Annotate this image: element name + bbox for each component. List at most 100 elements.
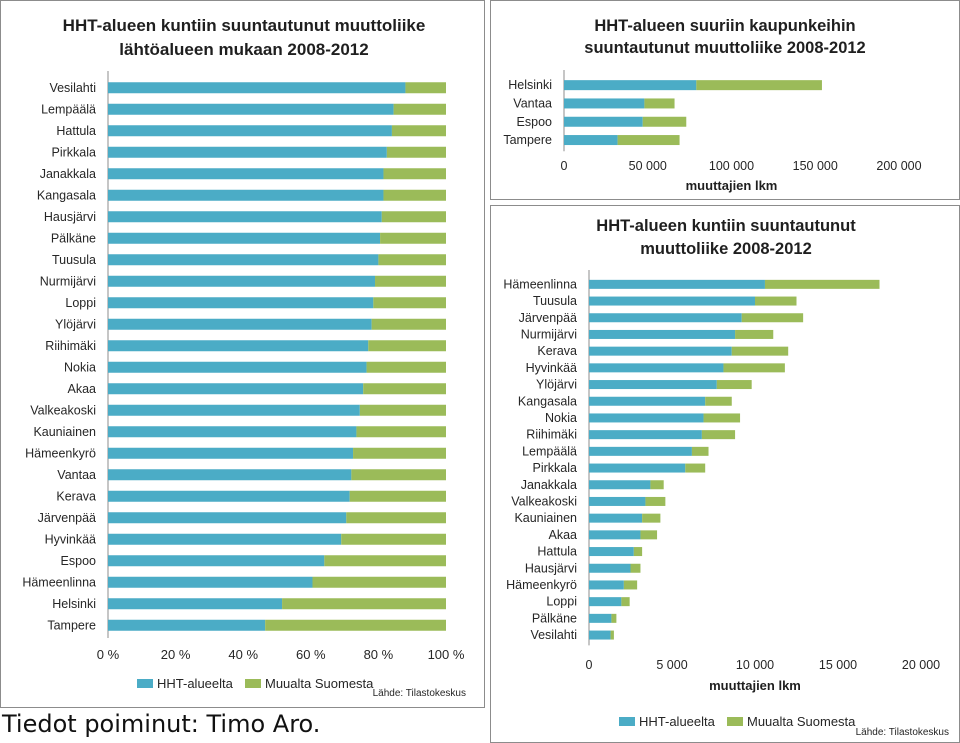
bar-muualta-akaa xyxy=(640,530,658,540)
bar-hht-helsinki xyxy=(108,598,283,610)
category-label-riihimaki: Riihimäki xyxy=(45,339,96,353)
x-tick-label-3: 15 000 xyxy=(819,658,857,672)
legend-swatch-muualta xyxy=(727,717,743,726)
x-axis-label: muuttajien lkm xyxy=(709,678,801,693)
bar-hht-kauniainen xyxy=(108,426,357,438)
category-label-ylojarvi: Ylöjärvi xyxy=(55,317,96,331)
category-label-kangasala: Kangasala xyxy=(518,394,577,408)
bar-hht-vesilahti xyxy=(108,82,406,94)
bar-hht-helsinki xyxy=(564,80,697,91)
bar-hht-kangasala xyxy=(108,189,384,201)
category-label-hameenkyro: Hämeenkyrö xyxy=(506,578,577,592)
category-label-vantaa: Vantaa xyxy=(513,96,552,110)
x-tick-label-3: 150 000 xyxy=(793,159,838,173)
category-label-kerava: Kerava xyxy=(56,489,96,503)
bar-hht-janakkala xyxy=(108,168,384,180)
category-label-akaa: Akaa xyxy=(549,528,578,542)
category-label-nurmijarvi: Nurmijärvi xyxy=(40,274,96,288)
legend-label-muualta: Muualta Suomesta xyxy=(265,676,374,691)
category-label-jarvenpaa: Järvenpää xyxy=(38,511,96,525)
chart-title-line-2: suuntautunut muuttoliike 2008-2012 xyxy=(584,39,865,57)
bar-muualta-kangasala xyxy=(383,189,446,201)
municipalities-chart: HHT-alueen kuntiin suuntautunut muuttolii… xyxy=(503,217,949,738)
bar-hht-valkeakoski xyxy=(589,496,646,506)
category-label-ylojarvi: Ylöjärvi xyxy=(536,378,577,392)
data-credit: Tiedot poiminut: Timo Aro. xyxy=(2,710,321,738)
bar-hht-loppi xyxy=(589,597,622,607)
category-label-hameenlinna: Hämeenlinna xyxy=(22,575,96,589)
bar-muualta-vantaa xyxy=(644,98,675,109)
bar-muualta-nurmijarvi xyxy=(735,329,774,339)
bar-muualta-lempaala xyxy=(393,103,446,115)
bar-muualta-jarvenpaa xyxy=(741,313,804,323)
x-tick-label-2: 10 000 xyxy=(736,658,774,672)
category-label-nokia: Nokia xyxy=(545,411,577,425)
bar-muualta-pirkkala xyxy=(386,146,446,158)
bar-muualta-nurmijarvi xyxy=(375,275,446,287)
origin-share-chart: HHT-alueen kuntiin suuntautunut muuttoli… xyxy=(22,16,466,699)
bar-muualta-hausjarvi xyxy=(630,563,641,573)
bar-hht-kangasala xyxy=(589,396,706,406)
bar-muualta-helsinki xyxy=(696,80,822,91)
bar-hht-tuusula xyxy=(108,254,379,266)
bar-muualta-loppi xyxy=(373,297,446,309)
chart-title-line-1: HHT-alueen kuntiin suuntautunut muuttoli… xyxy=(63,16,426,35)
chart-title-line-2: muuttoliike 2008-2012 xyxy=(640,240,812,258)
category-label-helsinki: Helsinki xyxy=(508,78,552,92)
x-tick-label-2: 40 % xyxy=(228,647,258,662)
bar-muualta-espoo xyxy=(324,555,446,567)
bar-hht-riihimaki xyxy=(589,430,702,440)
category-label-valkeakoski: Valkeakoski xyxy=(30,403,96,417)
origin-share-panel: HHT-alueen kuntiin suuntautunut muuttoli… xyxy=(0,0,485,708)
category-label-tuusula: Tuusula xyxy=(52,253,96,267)
x-tick-label-1: 5 000 xyxy=(656,658,687,672)
bar-muualta-riihimaki xyxy=(368,340,446,352)
bar-muualta-valkeakoski xyxy=(359,404,446,416)
bar-muualta-hyvinkaa xyxy=(723,363,785,373)
category-label-kauniainen: Kauniainen xyxy=(514,511,577,525)
bar-muualta-hameenlinna xyxy=(764,279,880,289)
bar-muualta-hattula xyxy=(391,125,446,137)
category-label-palkane: Pälkäne xyxy=(532,611,577,625)
x-tick-label-4: 200 000 xyxy=(876,159,921,173)
x-tick-label-1: 50 000 xyxy=(629,159,667,173)
bar-muualta-nokia xyxy=(366,361,446,373)
bar-muualta-kauniainen xyxy=(642,513,661,523)
bar-muualta-janakkala xyxy=(383,168,446,180)
category-label-espoo: Espoo xyxy=(517,115,552,129)
category-label-lempaala: Lempäälä xyxy=(41,102,96,116)
bar-muualta-palkane xyxy=(611,613,617,623)
bar-muualta-janakkala xyxy=(650,480,664,490)
category-label-janakkala: Janakkala xyxy=(521,478,577,492)
bar-hht-valkeakoski xyxy=(108,404,360,416)
bar-muualta-tuusula xyxy=(755,296,797,306)
bar-muualta-riihimaki xyxy=(701,430,736,440)
chart-title-line-2: lähtöalueen mukaan 2008-2012 xyxy=(119,40,368,59)
bar-hht-ylojarvi xyxy=(589,380,717,390)
bar-muualta-kangasala xyxy=(705,396,732,406)
category-label-kauniainen: Kauniainen xyxy=(33,425,96,439)
bar-hht-kauniainen xyxy=(589,513,643,523)
x-tick-label-2: 100 000 xyxy=(709,159,754,173)
legend-label-hht: HHT-alueelta xyxy=(157,676,234,691)
big-cities-chart: HHT-alueen suuriin kaupunkeihin suuntautu… xyxy=(503,17,921,193)
category-label-hameenlinna: Hämeenlinna xyxy=(503,277,577,291)
bar-hht-hattula xyxy=(108,125,392,137)
category-label-vesilahti: Vesilahti xyxy=(530,628,577,642)
category-label-hausjarvi: Hausjärvi xyxy=(44,210,96,224)
bar-muualta-tampere xyxy=(617,135,680,146)
bar-hht-palkane xyxy=(108,232,381,244)
legend-swatch-hht xyxy=(137,679,153,688)
bar-hht-espoo xyxy=(108,555,325,567)
bar-muualta-hausjarvi xyxy=(381,211,446,223)
municipalities-panel: HHT-alueen kuntiin suuntautunut muuttolii… xyxy=(490,205,960,743)
x-tick-label-0: 0 xyxy=(586,658,593,672)
legend-label-muualta: Muualta Suomesta xyxy=(747,714,856,729)
category-label-hausjarvi: Hausjärvi xyxy=(525,561,577,575)
bar-muualta-jarvenpaa xyxy=(346,512,446,524)
bar-muualta-hyvinkaa xyxy=(341,533,446,545)
bar-muualta-ylojarvi xyxy=(716,380,752,390)
bar-hht-lempaala xyxy=(589,446,692,456)
bar-hht-tampere xyxy=(108,619,266,631)
category-label-kerava: Kerava xyxy=(537,344,577,358)
